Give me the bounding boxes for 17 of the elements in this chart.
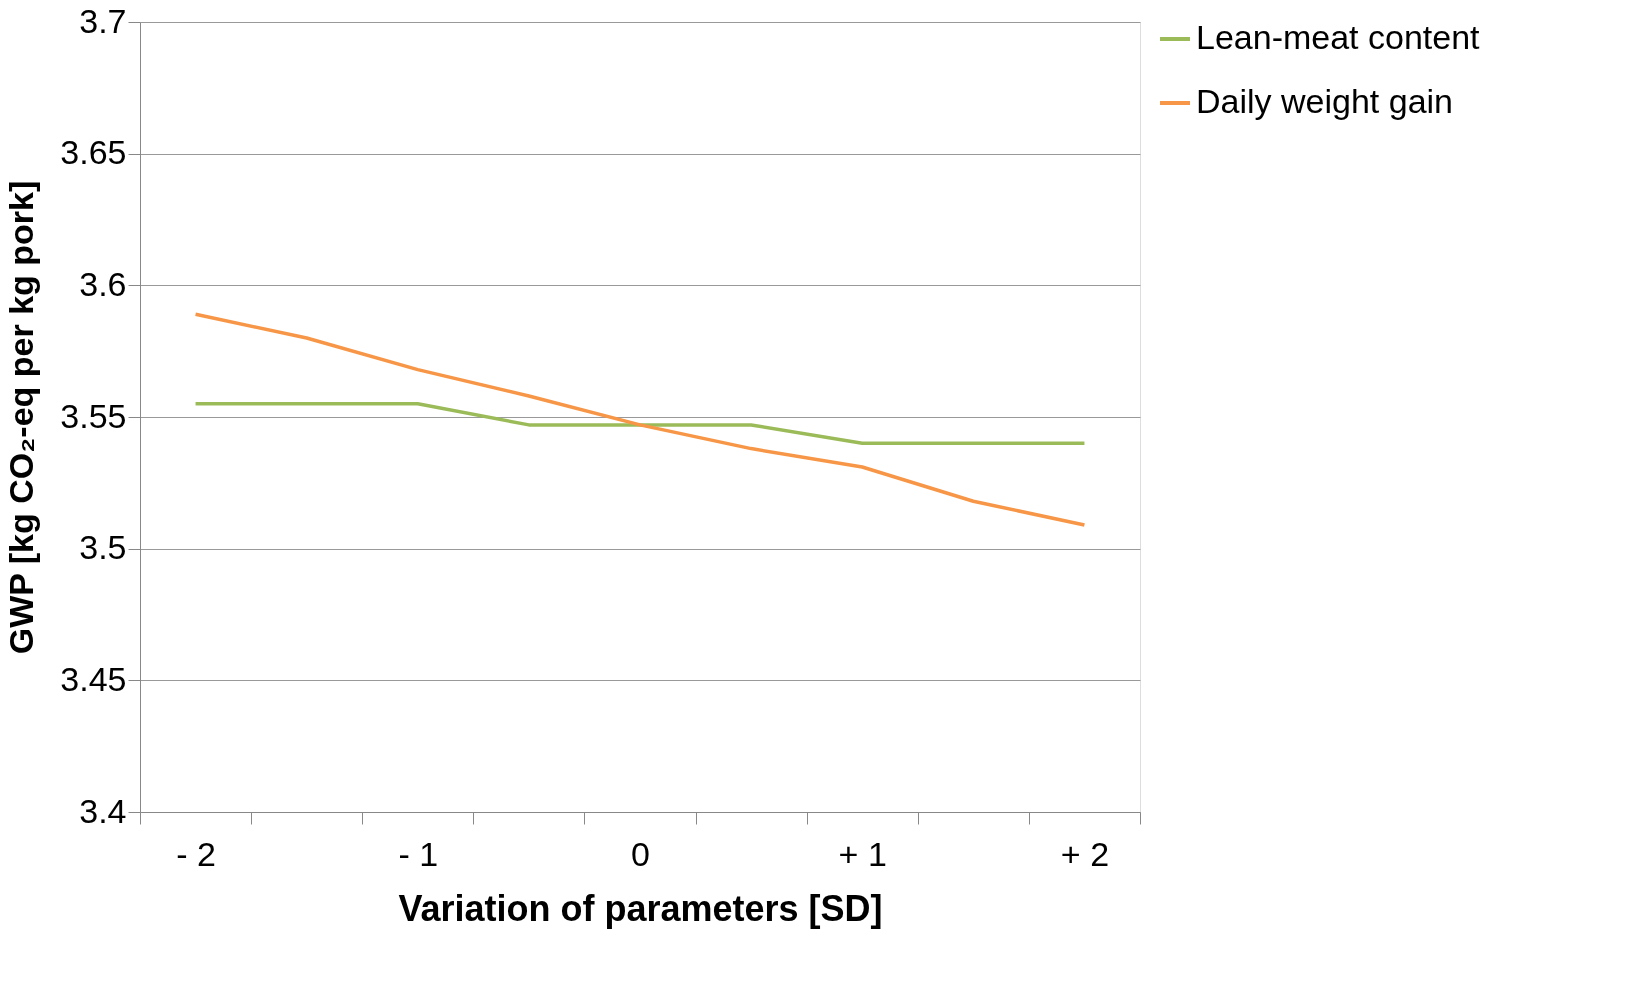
y-tick-label: 3.45 xyxy=(60,659,127,698)
x-tick-label: - 2 xyxy=(176,834,216,873)
y-tick-label: 3.7 xyxy=(79,1,127,40)
y-tick-label: 3.65 xyxy=(60,133,127,172)
y-tick-label: 3.55 xyxy=(60,396,127,435)
line-series xyxy=(193,312,1087,527)
x-axis-title: Variation of parameters [SD] xyxy=(398,887,883,929)
x-tick-label: + 2 xyxy=(1060,834,1110,873)
x-tick-label: + 1 xyxy=(838,834,887,873)
legend-label: Lean-meat content xyxy=(1196,18,1481,56)
legend-label: Daily weight gain xyxy=(1196,82,1454,120)
y-axis-title: GWP [kg CO₂-eq per kg pork] xyxy=(2,180,41,655)
y-tick-label: 3.6 xyxy=(79,264,127,303)
x-tick-label: 0 xyxy=(631,834,650,873)
y-tick-label: 3.4 xyxy=(79,791,127,830)
x-tick-label: - 1 xyxy=(398,834,439,873)
y-tick-label: 3.5 xyxy=(79,528,127,567)
